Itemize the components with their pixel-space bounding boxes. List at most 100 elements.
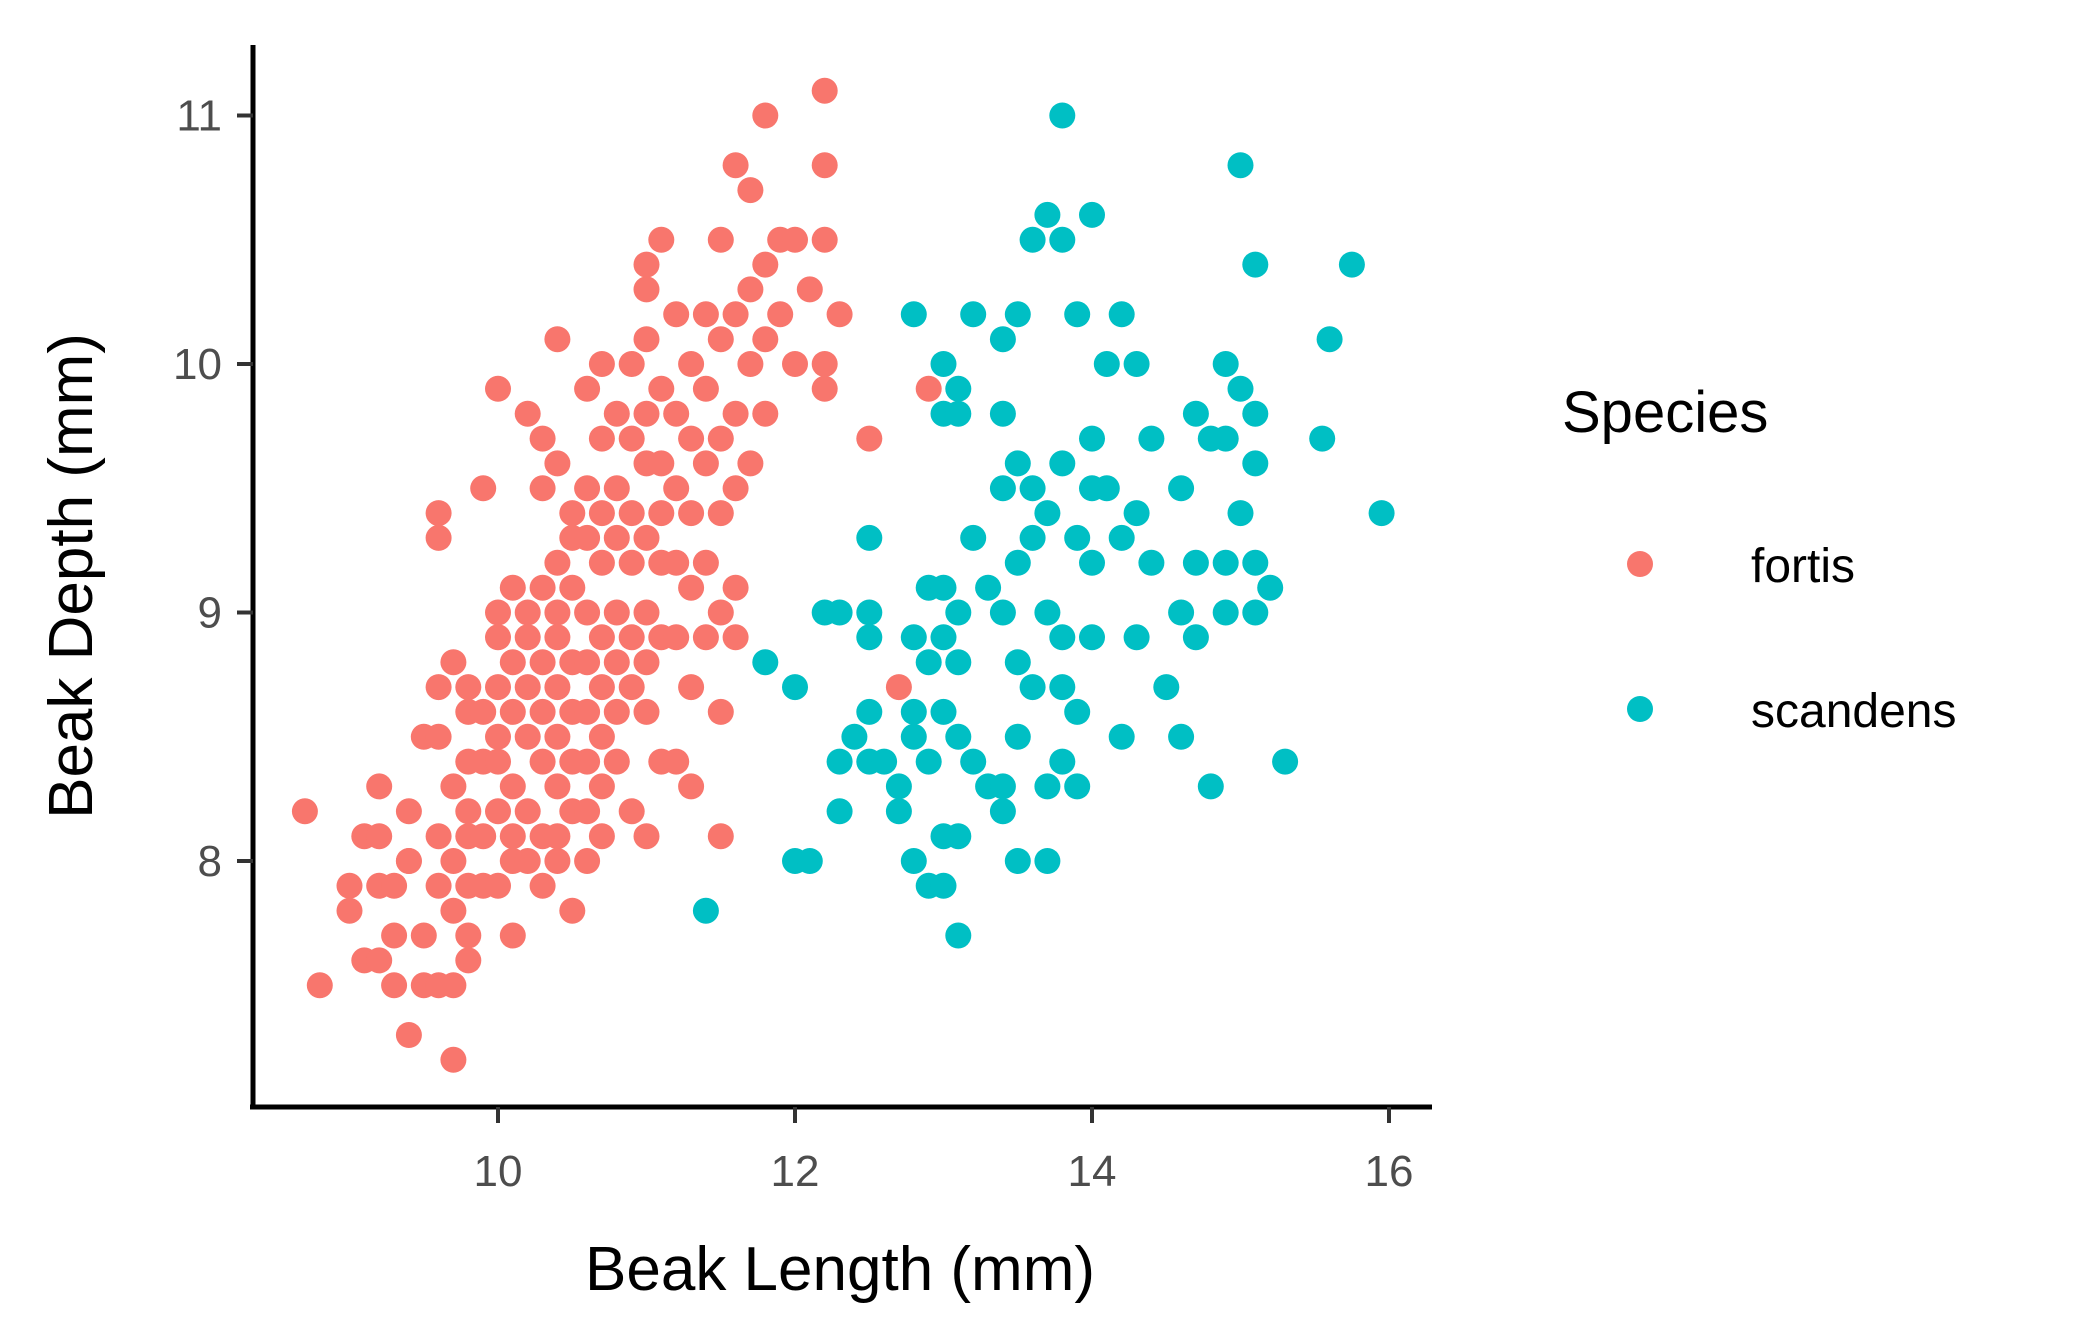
- scandens-point: [1182, 624, 1209, 651]
- legend-label-scandens: scandens: [1751, 685, 1956, 738]
- fortis-point: [692, 450, 719, 477]
- fortis-point: [529, 425, 556, 452]
- scandens-point: [841, 723, 868, 750]
- fortis-point: [885, 674, 912, 701]
- scandens-point: [1212, 549, 1239, 576]
- fortis-point: [574, 524, 601, 551]
- scandens-point: [885, 798, 912, 825]
- fortis-point: [618, 351, 645, 377]
- fortis-point: [336, 897, 363, 924]
- fortis-point: [663, 624, 690, 651]
- fortis-point: [544, 723, 571, 750]
- scandens-point: [930, 624, 957, 651]
- scandens-point: [1257, 574, 1284, 601]
- scandens-point: [856, 698, 883, 725]
- fortis-point: [455, 674, 482, 701]
- fortis-point: [559, 574, 586, 601]
- fortis-point: [752, 251, 779, 278]
- scandens-point: [1309, 425, 1336, 452]
- scandens-point: [826, 798, 853, 825]
- fortis-point: [782, 226, 808, 253]
- fortis-point: [440, 972, 467, 999]
- scandens-point: [1138, 425, 1165, 452]
- scandens-point: [960, 748, 987, 775]
- scandens-point: [1123, 500, 1150, 527]
- scandens-point: [1004, 301, 1031, 328]
- fortis-point: [544, 326, 571, 353]
- fortis-point: [692, 301, 719, 328]
- fortis-point: [455, 947, 482, 974]
- fortis-point: [633, 326, 660, 353]
- fortis-point: [648, 226, 675, 253]
- scandens-point: [1212, 425, 1239, 452]
- fortis-point: [856, 425, 883, 452]
- fortis-point: [410, 922, 437, 949]
- scandens-point: [1079, 425, 1105, 452]
- scandens-point: [1064, 698, 1091, 725]
- fortis-point: [588, 773, 615, 800]
- scandens-point: [1034, 599, 1061, 626]
- scandens-point: [1049, 624, 1076, 651]
- fortis-point: [425, 723, 452, 750]
- fortis-point: [722, 574, 749, 601]
- legend: Species fortis scandens: [1562, 380, 1956, 738]
- scandens-point: [856, 624, 883, 651]
- scandens-point: [1093, 351, 1120, 377]
- scandens-point: [989, 773, 1016, 800]
- fortis-point: [692, 549, 719, 576]
- fortis-point: [618, 624, 645, 651]
- fortis-point: [485, 375, 511, 402]
- scandens-point: [900, 624, 927, 651]
- fortis-point: [678, 500, 705, 527]
- scandens-point: [900, 848, 927, 874]
- fortis-point: [633, 400, 660, 427]
- scandens-point: [930, 574, 957, 601]
- fortis-point: [663, 400, 690, 427]
- fortis-point: [381, 922, 408, 949]
- scandens-point: [871, 748, 898, 775]
- x-axis-ticks: 10 12 14 16: [474, 1107, 1413, 1196]
- fortis-point: [544, 674, 571, 701]
- fortis-point: [544, 450, 571, 477]
- scandens-point: [1034, 848, 1061, 874]
- fortis-point: [588, 624, 615, 651]
- scandens-point: [945, 723, 972, 750]
- scandens-point: [796, 848, 823, 874]
- scandens-point: [1242, 549, 1269, 576]
- fortis-point: [381, 972, 408, 999]
- x-tick-label: 12: [771, 1147, 820, 1196]
- fortis-point: [544, 848, 571, 874]
- scandens-point: [1019, 524, 1046, 551]
- fortis-point: [559, 500, 586, 527]
- fortis-point: [633, 524, 660, 551]
- fortis-point: [514, 798, 541, 825]
- scandens-point: [900, 723, 927, 750]
- scandens-point: [1168, 475, 1195, 502]
- scandens-point: [1034, 500, 1061, 527]
- scandens-point: [1064, 301, 1091, 328]
- scandens-point: [1197, 773, 1224, 800]
- scandens-point: [1108, 524, 1135, 551]
- scandens-point: [1168, 723, 1195, 750]
- fortis-point: [633, 823, 660, 850]
- legend-key-scandens: [1627, 696, 1653, 722]
- scandens-point: [945, 375, 972, 402]
- fortis-point: [633, 649, 660, 676]
- fortis-point: [707, 326, 734, 353]
- scandens-point: [945, 823, 972, 850]
- fortis-point: [574, 798, 601, 825]
- data-points: [291, 77, 1395, 1073]
- fortis-point: [470, 698, 497, 725]
- fortis-point: [455, 798, 482, 825]
- scandens-point: [1079, 201, 1105, 228]
- fortis-point: [499, 773, 526, 800]
- scandens-point: [1212, 351, 1239, 377]
- scandens-point: [1272, 748, 1299, 775]
- scandens-point: [930, 872, 957, 899]
- scandens-point: [1242, 599, 1269, 626]
- fortis-point: [603, 698, 630, 725]
- y-tick-label: 11: [176, 92, 222, 141]
- scandens-point: [975, 574, 1002, 601]
- fortis-point: [618, 674, 645, 701]
- fortis-point: [678, 773, 705, 800]
